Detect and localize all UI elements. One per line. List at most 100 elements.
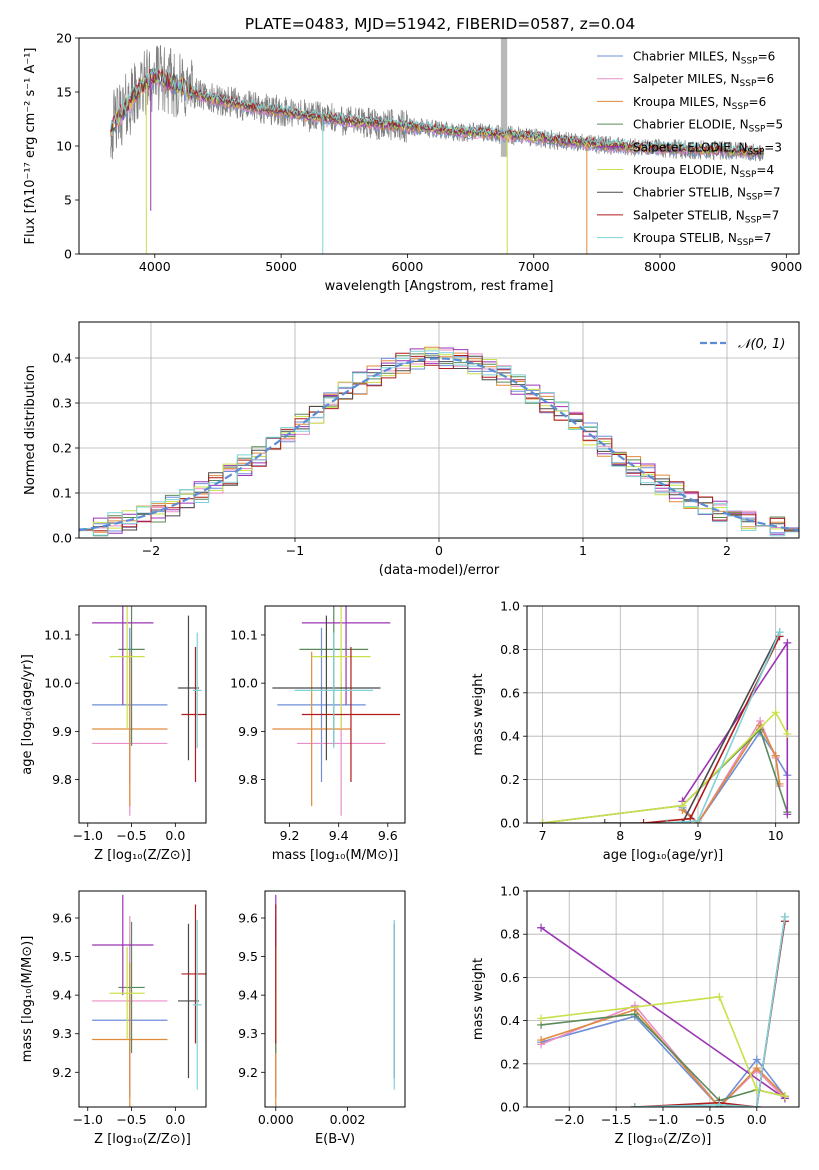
errorbar-kroupa-miles (272, 651, 351, 807)
x-axis-label: age [log₁₀(age/yr)] (603, 848, 724, 863)
y-tick-label: 0.0 (52, 531, 72, 546)
x-tick-label: 8000 (644, 259, 676, 274)
legend-label: Salpeter MILES, NSSP=6 (633, 72, 774, 89)
weights-kroupa-elodie (538, 708, 792, 823)
errorbar-kroupa-elodie (109, 606, 145, 729)
x-tick-label: 5000 (265, 259, 297, 274)
errorbar-chabrier-stelib (272, 615, 381, 761)
plot-area-age_vs_mass (272, 606, 401, 816)
axes-age_vs_Z: −1.0 −0.5 0.0 9.8 9.9 10.0 10.1 Z [log₁₀(Z/Z⊙)]… (20, 605, 207, 863)
axes-spectrum: 4000 5000 6000 7000 8000 9000 0 5 10 15 20 waveleng… (23, 31, 802, 295)
y-axis-label: mass [log₁₀(M/M⊙)] (20, 936, 35, 1063)
x-tick-label: 0.0 (747, 1112, 767, 1127)
x-tick-label: 10 (768, 828, 784, 843)
x-tick-label: 7 (539, 828, 547, 843)
y-tick-label: 10.0 (230, 676, 258, 691)
y-tick-label: 9.3 (238, 1026, 258, 1041)
marker (752, 1103, 761, 1107)
plot-area-age_vs_Z (92, 606, 206, 816)
axes-weight_vs_Z: −2.0 −1.5 −1.0 −0.5 0.0 0.0 0.2 0.4 0.6 0.8 1.0 Z [… (471, 884, 800, 1147)
axes-frame (526, 890, 800, 1108)
histogram-chabrier-stelib (79, 355, 799, 532)
errorbar-kroupa-stelib (294, 632, 374, 749)
legend-label: 𝒩(0, 1) (738, 337, 785, 352)
x-tick-label: −0.5 (116, 1112, 146, 1127)
legend-label: Kroupa ELODIE, NSSP=4 (633, 163, 774, 180)
marker (783, 810, 792, 819)
x-tick-label: −1.0 (73, 1112, 103, 1127)
x-tick-label: 0.0 (165, 1112, 185, 1127)
plot-area-spectrum (110, 38, 765, 254)
x-axis-label: (data-model)/error (379, 563, 500, 578)
y-tick-label: 10.1 (44, 627, 72, 642)
x-tick-label: −1 (286, 543, 304, 558)
y-tick-label: 1.0 (500, 599, 520, 614)
legend-label: Kroupa STELIB, NSSP=7 (633, 231, 771, 248)
y-tick-label: 9.2 (238, 1065, 258, 1080)
y-tick-label: 0.4 (500, 729, 520, 744)
errorbar-kroupa-stelib (192, 632, 202, 749)
y-tick-label: 0.1 (52, 486, 72, 501)
axes-frame (78, 321, 800, 539)
y-axis-label: mass weight (471, 958, 486, 1040)
histogram-salpeter-elodie (79, 347, 799, 535)
y-tick-label: 0.2 (500, 772, 520, 787)
weights-kroupa-stelib (662, 628, 784, 823)
x-tick-label: 4000 (139, 259, 171, 274)
x-tick-label: 0.0 (165, 828, 185, 843)
y-tick-label: 0.6 (500, 970, 520, 985)
y-tick-label: 10.1 (230, 627, 258, 642)
x-tick-label: −2 (142, 543, 160, 558)
x-axis-label: E(B-V) (315, 1132, 355, 1147)
y-tick-label: 10.0 (44, 676, 72, 691)
y-tick-label: 9.3 (52, 1026, 72, 1041)
x-tick-label: 9.2 (280, 828, 300, 843)
y-tick-label: 0 (64, 247, 72, 262)
y-tick-label: 0.6 (500, 685, 520, 700)
x-tick-label: 2 (723, 543, 731, 558)
errorbar-salpeter-stelib (301, 646, 401, 783)
axes-frame (78, 37, 800, 255)
axes-frame (264, 605, 406, 824)
plot-area-residuals (79, 322, 799, 538)
errorbar-salpeter-elodie (301, 606, 391, 705)
y-tick-label: 9.2 (52, 1065, 72, 1080)
weights-salpeter-elodie (678, 638, 792, 819)
x-tick-label: −1.0 (648, 1112, 678, 1127)
marker (538, 819, 547, 823)
figure-title: PLATE=0483, MJD=51942, FIBERID=0587, z=0… (245, 15, 635, 33)
x-tick-label: 9.4 (329, 828, 349, 843)
y-tick-label: 0.8 (500, 927, 520, 942)
axes-mass_vs_Z: −1.0 −0.5 0.0 9.2 9.3 9.4 9.5 9.6 Z [log₁₀(Z/Z⊙)… (20, 890, 207, 1147)
x-axis-label: Z [log₁₀(Z/Z⊙)] (94, 848, 191, 863)
weights-kroupa-stelib (630, 912, 789, 1107)
y-tick-label: 0.0 (500, 816, 520, 831)
errorbar-kroupa-miles (92, 962, 168, 1107)
y-axis-label: age [log₁₀(age/yr)] (20, 654, 35, 775)
x-axis-label: wavelength [Angstrom, rest frame] (325, 279, 554, 294)
y-tick-label: 9.5 (238, 949, 258, 964)
x-axis-label: Z [log₁₀(Z/Z⊙)] (615, 1132, 712, 1147)
x-tick-label: 7000 (518, 259, 550, 274)
y-tick-label: 20 (56, 31, 72, 46)
errorbar-salpeter-stelib (181, 904, 206, 1044)
axes-frame (526, 605, 800, 824)
model-spectrum-kroupa-stelib (110, 68, 764, 154)
legend-label: Chabrier STELIB, NSSP=7 (633, 186, 781, 203)
y-tick-label: 9.8 (238, 772, 258, 787)
y-axis-label: mass weight (471, 673, 486, 755)
y-tick-label: 9.8 (52, 772, 72, 787)
axes-weight_vs_age: 7 8 9 10 0.0 0.2 0.4 0.6 0.8 1.0 age [log₁₀(age/yr… (471, 599, 800, 863)
marker (775, 628, 784, 637)
marker (600, 819, 609, 823)
marker (630, 1103, 639, 1107)
marker (639, 819, 648, 823)
y-tick-label: 0.2 (500, 1056, 520, 1071)
x-tick-label: −0.5 (116, 828, 146, 843)
marker (780, 912, 789, 921)
x-tick-label: −0.5 (695, 1112, 725, 1127)
marker (715, 1100, 724, 1107)
x-axis-label: Z [log₁₀(Z/Z⊙)] (94, 1132, 191, 1147)
y-tick-label: 0.3 (52, 396, 72, 411)
y-tick-label: 9.9 (238, 724, 258, 739)
